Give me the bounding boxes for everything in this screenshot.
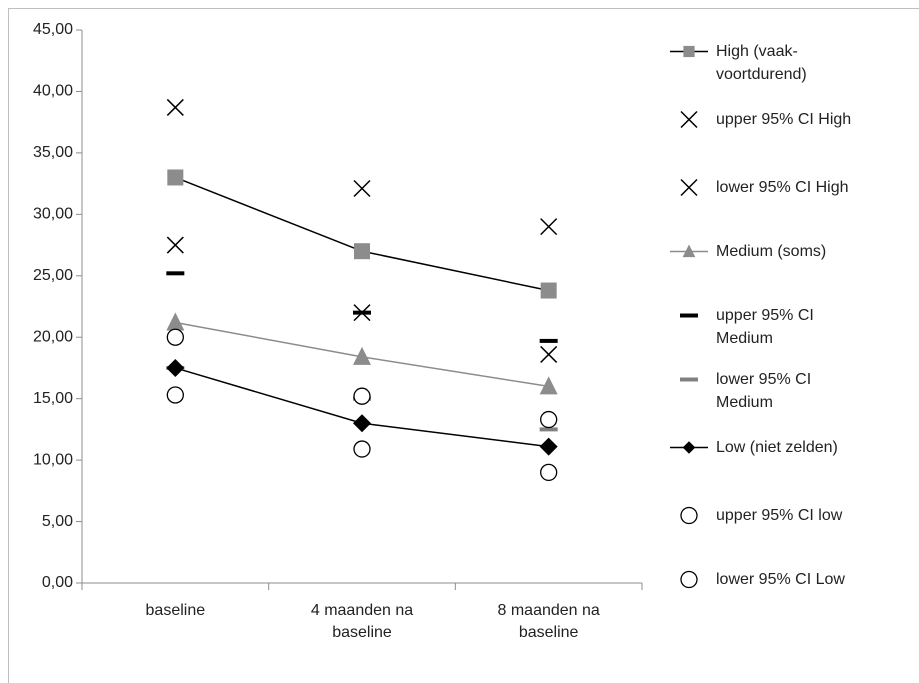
marker	[353, 440, 371, 458]
legend-item: Medium (soms)	[668, 240, 866, 263]
marker	[353, 387, 371, 405]
marker	[540, 410, 558, 429]
y-tick-label: 20,00	[33, 328, 73, 345]
legend-swatch	[670, 244, 708, 258]
marker	[680, 178, 698, 197]
marker	[539, 338, 558, 343]
marker	[167, 169, 184, 186]
marker	[166, 358, 185, 377]
marker	[353, 310, 371, 315]
legend-item: upper 95% CI High	[668, 108, 866, 131]
y-tick-label: 25,00	[33, 267, 73, 284]
legend-item: lower 95% CI Low	[668, 568, 866, 591]
marker	[166, 328, 184, 346]
marker	[680, 377, 698, 382]
marker	[680, 110, 698, 129]
marker	[353, 179, 371, 198]
legend-item: upper 95% CI low	[668, 504, 866, 527]
marker	[166, 386, 184, 404]
marker	[353, 346, 371, 365]
legend-swatch	[680, 570, 698, 589]
marker	[353, 414, 371, 433]
marker	[354, 243, 370, 260]
legend-swatch	[670, 441, 708, 454]
series-line	[175, 367, 549, 448]
legend-swatch	[680, 110, 698, 129]
y-tick-label: 40,00	[33, 83, 73, 100]
marker	[166, 236, 184, 254]
legend-item: High (vaak-voortdurend)	[668, 40, 866, 86]
legend-swatch	[670, 45, 708, 58]
marker	[680, 313, 698, 318]
marker	[682, 244, 696, 258]
y-tick-label: 0,00	[42, 574, 73, 591]
y-tick-label: 45,00	[33, 21, 73, 38]
x-tick-label: 4 maanden na baseline	[310, 602, 414, 641]
y-tick-label: 5,00	[42, 513, 73, 530]
legend-label: lower 95% CI Medium	[716, 371, 812, 411]
legend-swatch	[680, 178, 698, 197]
marker	[682, 441, 696, 454]
y-tick-label: 30,00	[33, 206, 73, 223]
marker	[540, 463, 558, 482]
marker	[680, 570, 698, 589]
legend-label: Medium (soms)	[716, 243, 827, 260]
legend-label: upper 95% CI High	[716, 111, 852, 128]
marker	[540, 282, 557, 299]
legend-swatch	[680, 506, 698, 525]
x-tick-label: baseline	[145, 602, 206, 619]
legend-label: High (vaak-voortdurend)	[716, 43, 807, 83]
marker	[683, 45, 695, 58]
chart-border	[8, 8, 919, 683]
legend-swatch	[680, 313, 698, 318]
legend-item: Low (niet zelden)	[668, 436, 866, 459]
legend-item: lower 95% CI High	[668, 176, 866, 199]
marker	[540, 345, 558, 363]
legend-label: upper 95% CI low	[716, 507, 843, 524]
marker	[166, 98, 184, 116]
legend-item: upper 95% CI Medium	[668, 304, 866, 350]
legend-label: lower 95% CI High	[716, 179, 849, 196]
y-tick-label: 10,00	[33, 451, 73, 468]
legend-label: Low (niet zelden)	[716, 439, 838, 456]
marker	[539, 437, 558, 456]
series-line	[175, 176, 549, 292]
y-tick-label: 15,00	[33, 390, 73, 407]
marker	[680, 506, 698, 525]
legend-swatch	[680, 377, 698, 382]
legend-label: upper 95% CI Medium	[716, 307, 814, 347]
marker	[539, 376, 558, 395]
marker	[166, 312, 185, 331]
marker	[539, 427, 558, 432]
legend-label: lower 95% CI Low	[716, 571, 845, 588]
marker	[166, 271, 185, 276]
y-tick-label: 35,00	[33, 144, 73, 161]
legend-item: lower 95% CI Medium	[668, 368, 866, 414]
x-tick-label: 8 maanden na baseline	[497, 602, 600, 641]
marker	[540, 218, 558, 236]
